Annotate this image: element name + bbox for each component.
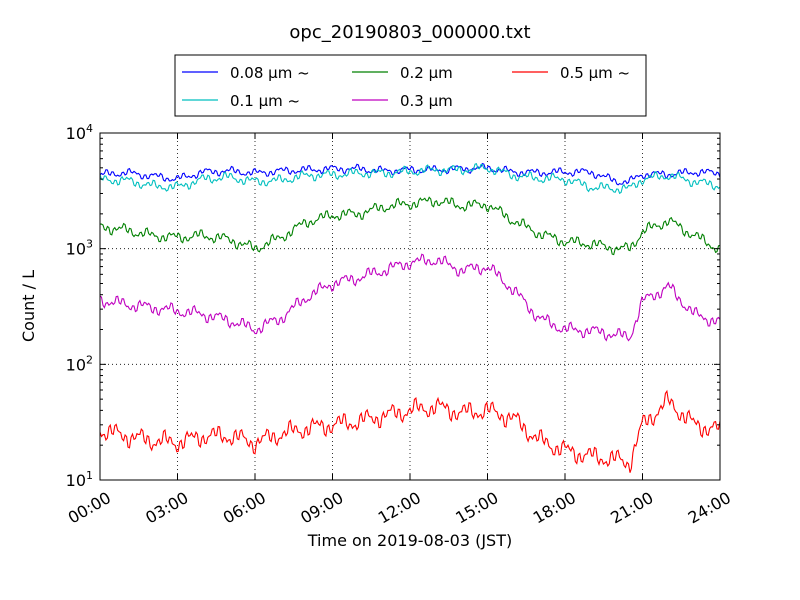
plot-background xyxy=(100,133,720,480)
x-tick-label: 24:00 xyxy=(685,488,734,528)
legend: 0.08 μm ~ 0.1 μm ~ 0.2 μm 0.3 μm 0.5 μm ~ xyxy=(174,54,647,117)
grid-lines xyxy=(100,133,720,480)
x-tick-label: 09:00 xyxy=(297,488,346,528)
series-line-2 xyxy=(100,196,721,256)
legend-label-1: 0.1 μm ~ xyxy=(230,92,300,110)
series-lines xyxy=(99,162,721,473)
legend-label-0: 0.08 μm ~ xyxy=(230,64,310,82)
axis-ticks xyxy=(99,132,721,481)
y-tick-label: 101 xyxy=(66,469,93,490)
x-tick-labels: 00:00 03:00 06:00 09:00 12:00 15:00 18:00 21:00… xyxy=(65,488,734,528)
y-tick-label: 104 xyxy=(66,122,93,143)
x-axis-label: Time on 2019-08-03 (JST) xyxy=(307,531,512,550)
plot-area xyxy=(99,132,721,481)
x-tick-label: 12:00 xyxy=(375,488,424,528)
chart-title: opc_20190803_000000.txt xyxy=(289,22,530,43)
x-tick-label: 21:00 xyxy=(607,488,656,528)
x-tick-label: 00:00 xyxy=(65,488,114,528)
series-line-4 xyxy=(99,389,721,473)
x-tick-label: 03:00 xyxy=(142,488,191,528)
x-tick-label: 15:00 xyxy=(452,488,501,528)
series-line-3 xyxy=(99,253,721,342)
y-axis-label: Count / L xyxy=(19,270,38,342)
series-line-0 xyxy=(99,162,721,186)
legend-label-3: 0.3 μm xyxy=(400,92,453,110)
y-tick-labels: 101 102 103 104 xyxy=(66,122,93,490)
legend-label-2: 0.2 μm xyxy=(400,64,453,82)
legend-box xyxy=(174,54,647,117)
legend-label-4: 0.5 μm ~ xyxy=(560,64,630,82)
y-tick-label: 102 xyxy=(66,353,93,374)
series-line-1 xyxy=(99,162,721,195)
x-tick-label: 18:00 xyxy=(530,488,579,528)
y-tick-label: 103 xyxy=(66,238,93,259)
x-tick-label: 06:00 xyxy=(220,488,269,528)
